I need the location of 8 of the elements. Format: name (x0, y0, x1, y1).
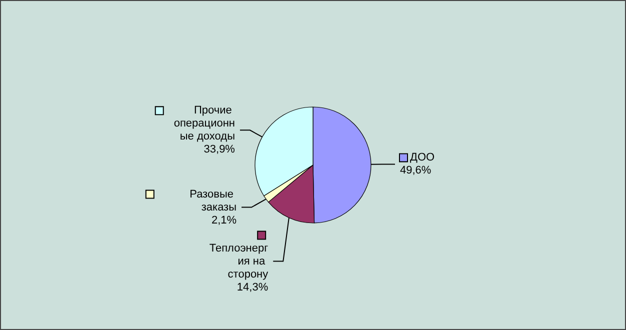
data-label: 33,9% (204, 144, 236, 156)
slice-label: Прочие операционные доходы (174, 104, 236, 143)
data-label: 14,3% (236, 281, 268, 294)
slice-label: Теплоэнергия на сторону (209, 242, 269, 280)
data-label: 49,6% (400, 164, 432, 177)
slice-label: Разовые заказы (186, 188, 237, 214)
legend-label: ДОО (406, 152, 436, 164)
data-label: 2,1% (211, 214, 237, 226)
